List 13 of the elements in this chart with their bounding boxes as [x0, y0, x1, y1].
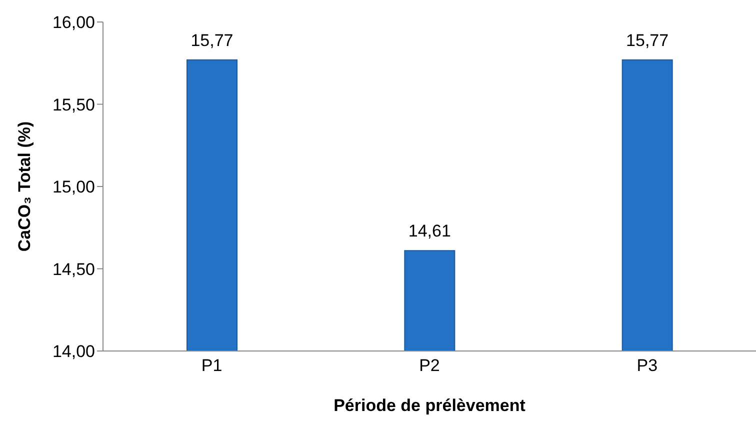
x-tick-label: P2 — [419, 356, 440, 376]
data-label: 15,77 — [626, 30, 669, 50]
x-axis-title: Période de prélèvement — [334, 396, 526, 415]
y-tick-label: 15,50 — [52, 95, 95, 114]
x-tick-label: P1 — [201, 356, 222, 376]
x-tick-label: P3 — [636, 356, 658, 376]
y-tick-label: 14,50 — [52, 260, 95, 279]
y-axis-title: CaCO₃ Total (%) — [15, 121, 34, 252]
y-tick-label: 14,00 — [52, 342, 95, 362]
data-label: 15,77 — [190, 30, 234, 50]
y-tick-label: 15,00 — [52, 178, 95, 197]
data-label: 14,61 — [408, 222, 451, 241]
y-tick-label: 16,00 — [52, 13, 95, 32]
